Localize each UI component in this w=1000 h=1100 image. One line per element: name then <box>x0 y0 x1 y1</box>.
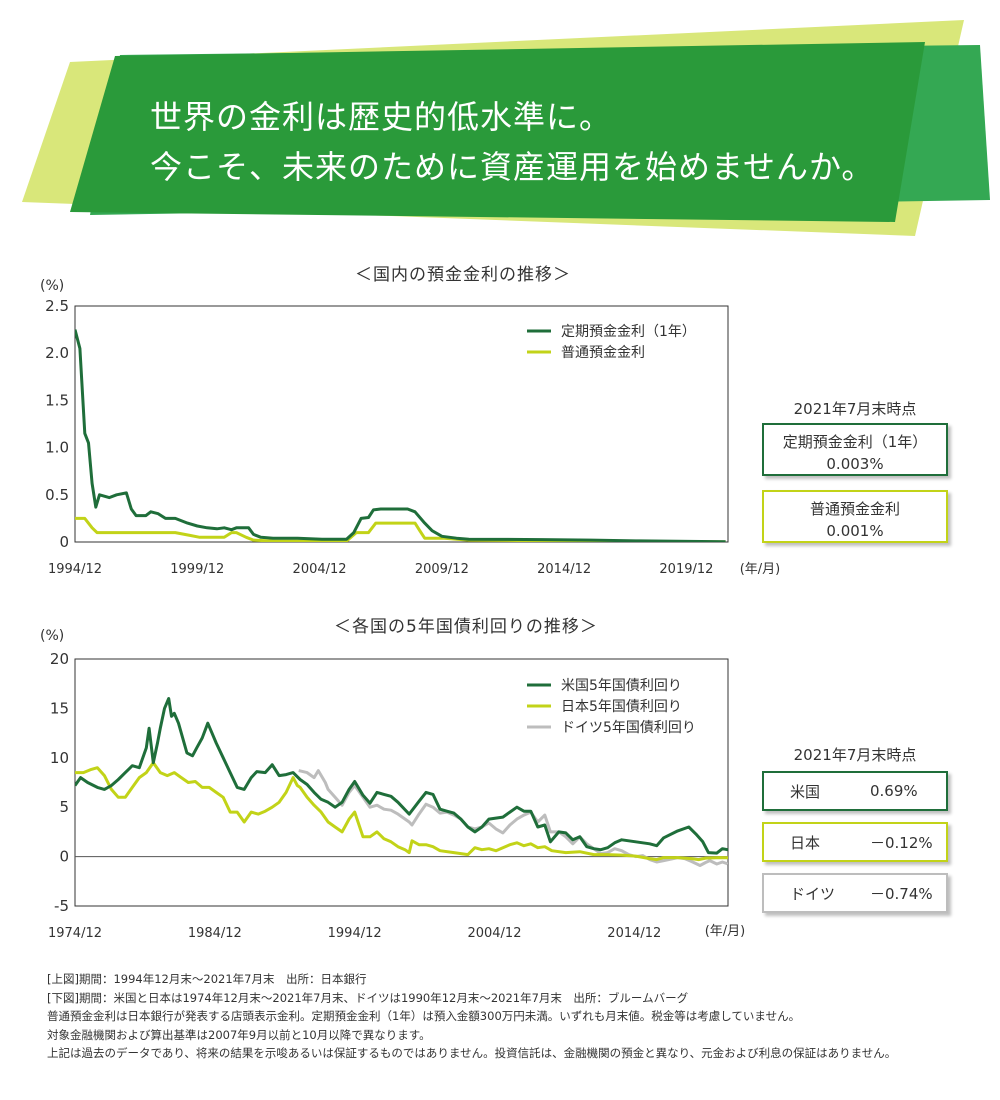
banner-background <box>22 20 990 236</box>
x-tick-label: 2004/12 <box>467 926 521 941</box>
legend-label: 米国5年国債利回り <box>561 678 682 694</box>
chart1-box-ordinary-deposit: 普通預金金利 0.001% <box>762 490 948 543</box>
legend-label: 普通預金金利 <box>561 345 645 361</box>
headline: 世界の金利は歴史的低水準に。 今こそ、未来のために資産運用を始めませんか。 <box>150 92 874 192</box>
y-tick-label: 0 <box>59 848 69 866</box>
y-tick-label: 10 <box>50 749 69 767</box>
x-tick-label: 1974/12 <box>48 926 102 941</box>
y-tick-label: 2.0 <box>45 344 69 362</box>
headline-line-2: 今こそ、未来のために資産運用を始めませんか。 <box>150 148 875 186</box>
box-value: 0.69% <box>870 782 918 800</box>
x-tick-label: 1999/12 <box>170 562 224 577</box>
y-tick-label: 2.5 <box>45 297 69 315</box>
series-line-1 <box>75 329 726 542</box>
box-value: －0.74% <box>870 884 933 903</box>
x-tick-label: 2019/12 <box>659 562 713 577</box>
x-tick-label: 2004/12 <box>293 562 347 577</box>
chart1-box-fixed-deposit: 定期預金金利（1年） 0.003% <box>762 423 948 476</box>
y-tick-label: 1.5 <box>45 391 69 409</box>
chart2-box-japan: 日本 －0.12% <box>762 822 948 862</box>
chart2-title: ＜各国の5年国債利回りの推移＞ <box>334 617 598 637</box>
banner-dark-shape <box>70 42 925 222</box>
footnote: 上記は過去のデータであり、将来の結果を示唆あるいは保証するものではありません。投… <box>47 1046 897 1060</box>
chart1-asof: 2021年7月末時点 <box>793 400 917 418</box>
legend-label: 定期預金金利（1年） <box>561 324 696 340</box>
series-line-2 <box>75 516 726 542</box>
x-unit-label: (年/月) <box>705 924 746 939</box>
footnotes: [上図]期間：1994年12月末～2021年7月末 出所：日本銀行 [下図]期間… <box>47 970 896 1063</box>
y-tick-label: 0.5 <box>45 486 69 504</box>
box-value: 0.001% <box>826 522 884 540</box>
series-line-2 <box>75 761 728 862</box>
footnote: 対象金融機関および算出基準は2007年9月以前と10月以降で異なります。 <box>47 1027 431 1042</box>
x-unit-label: (年/月) <box>740 562 781 577</box>
series-line-1 <box>75 697 728 855</box>
chart2-box-germany: ドイツ －0.74% <box>762 873 948 913</box>
y-tick-label: 20 <box>50 650 69 668</box>
chart2-asof: 2021年7月末時点 <box>793 746 917 764</box>
box-label: 日本 <box>790 833 821 852</box>
x-tick-label: 1994/12 <box>328 926 382 941</box>
x-tick-label: 1994/12 <box>48 562 102 577</box>
plot-frame <box>74 658 729 907</box>
chart2-yunit: (%) <box>40 628 65 644</box>
x-tick-label: 2014/12 <box>537 562 591 577</box>
footnote: 普通預金金利は日本銀行が発表する店頭表示金利。定期預金金利（1年）は預入金額30… <box>47 1009 801 1023</box>
footnote: [上図]期間：1994年12月末～2021年7月末 出所：日本銀行 <box>47 972 367 986</box>
headline-line-1: 世界の金利は歴史的低水準に。 <box>150 98 613 136</box>
y-tick-label: 5 <box>59 798 69 816</box>
series-line-3 <box>298 769 728 867</box>
y-tick-label: -5 <box>54 897 69 915</box>
legend-label: ドイツ5年国債利回り <box>561 720 696 736</box>
chart1-yunit: (%) <box>40 278 65 294</box>
box-value: 0.003% <box>826 455 884 473</box>
box-label: 定期預金金利（1年） <box>782 433 928 451</box>
box-label: ドイツ <box>790 884 836 903</box>
chart2-box-us: 米国 0.69% <box>762 771 948 811</box>
y-tick-label: 15 <box>50 699 69 717</box>
box-label: 米国 <box>790 782 821 801</box>
x-tick-label: 2009/12 <box>415 562 469 577</box>
y-tick-label: 0 <box>59 533 69 551</box>
plot-frame <box>74 305 729 543</box>
box-label: 普通預金金利 <box>809 500 900 518</box>
chart1-title: ＜国内の預金金利の推移＞ <box>355 265 571 285</box>
x-tick-label: 1984/12 <box>188 926 242 941</box>
y-tick-label: 1.0 <box>45 439 69 457</box>
chart2-svg: 20 15 10 5 0 -5 1974/12 1984/12 1994/12 2004/12 20… <box>48 650 746 941</box>
chart1-svg: 2.5 2.0 1.5 1.0 0.5 0 1994/12 1999/12 2004/12 200… <box>45 297 781 577</box>
legend-label: 日本5年国債利回り <box>561 699 682 715</box>
footnote: [下図]期間：米国と日本は1974年12月末～2021年7月末、ドイツは1990… <box>47 990 689 1005</box>
box-value: －0.12% <box>870 833 933 852</box>
x-tick-label: 2014/12 <box>607 926 661 941</box>
